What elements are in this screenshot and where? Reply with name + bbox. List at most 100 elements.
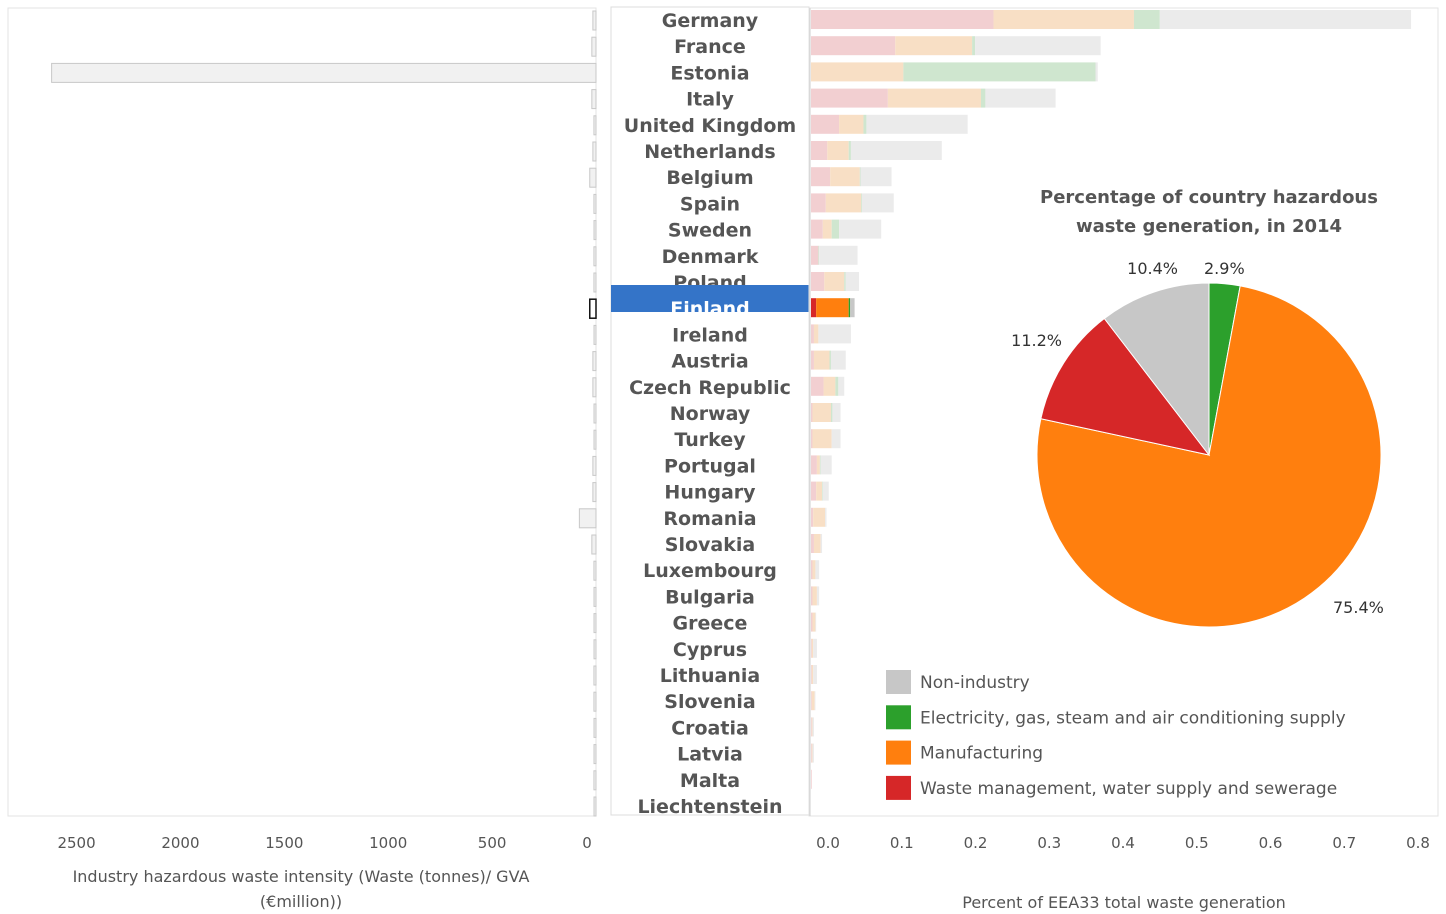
share-bar-segment xyxy=(811,560,813,580)
pie-slice xyxy=(1040,317,1211,456)
share-stacked-bars xyxy=(811,10,1412,789)
pie-chart: Percentage of country hazardous waste ge… xyxy=(1011,187,1384,628)
share-bar-segment xyxy=(812,743,814,763)
share-bar-segment xyxy=(839,219,882,239)
country-label[interactable]: Greece xyxy=(673,613,748,635)
intensity-bar xyxy=(592,10,597,31)
share-bar-segment xyxy=(811,638,812,658)
country-label[interactable]: Germany xyxy=(662,10,759,32)
country-label[interactable]: Liechtenstein xyxy=(637,796,782,818)
country-label[interactable]: Slovenia xyxy=(664,691,755,713)
intensity-bar xyxy=(591,36,597,57)
country-label[interactable]: Slovakia xyxy=(665,534,755,556)
share-bar-segment xyxy=(839,114,864,134)
pie-slice-label: 75.4% xyxy=(1333,598,1384,617)
share-bar-segment xyxy=(811,88,888,108)
intensity-bar xyxy=(593,717,597,738)
intensity-bar xyxy=(592,377,597,398)
intensity-bars xyxy=(51,10,597,817)
share-bar-segment xyxy=(816,586,820,606)
pie-title-line-1: Percentage of country hazardous xyxy=(1040,187,1378,208)
pie-slice-label: 2.9% xyxy=(1204,259,1245,278)
share-bar-segment xyxy=(811,534,814,553)
legend-label: Manufacturing xyxy=(920,744,1043,764)
share-bar-segment xyxy=(811,219,823,239)
country-label[interactable]: Italy xyxy=(686,89,734,111)
share-bar-segment xyxy=(811,376,824,396)
share-bar-segment xyxy=(811,717,812,737)
share-tick-label: 0.7 xyxy=(1332,834,1356,852)
country-label[interactable]: Portugal xyxy=(664,455,756,477)
share-bar-segment xyxy=(813,665,817,684)
share-bar-segment xyxy=(816,455,820,475)
country-label[interactable]: Hungary xyxy=(664,482,756,504)
country-label[interactable]: France xyxy=(674,36,746,58)
country-label[interactable]: Estonia xyxy=(670,62,749,84)
legend-label: Waste management, water supply and sewer… xyxy=(920,779,1337,799)
share-bar-segment xyxy=(972,36,976,56)
share-bar-segment xyxy=(985,88,1056,108)
share-bar-segment xyxy=(820,534,823,553)
share-bar-segment xyxy=(993,10,1134,29)
country-label[interactable]: Denmark xyxy=(662,246,759,268)
intensity-bar xyxy=(592,141,597,162)
share-bar-segment xyxy=(814,691,816,711)
country-label[interactable]: Latvia xyxy=(677,744,743,766)
country-label[interactable]: Turkey xyxy=(674,429,746,451)
share-bar-segment xyxy=(830,167,860,187)
share-bar-segment xyxy=(818,324,851,344)
share-bar-segment xyxy=(812,403,831,422)
share-bar-segment xyxy=(850,141,942,160)
share-bar-segment xyxy=(811,350,814,370)
country-label[interactable]: Bulgaria xyxy=(665,586,755,608)
intensity-tick-label: 1000 xyxy=(369,834,407,852)
country-label[interactable]: Lithuania xyxy=(660,665,760,687)
share-bar-segment xyxy=(813,350,830,370)
intensity-bar xyxy=(589,167,597,188)
share-tick-label: 0.4 xyxy=(1111,834,1135,852)
intensity-bar xyxy=(578,508,597,529)
share-bar-segment xyxy=(811,455,817,475)
pie-slices xyxy=(1036,282,1382,628)
country-label[interactable]: Ireland xyxy=(672,324,748,346)
country-label[interactable]: Romania xyxy=(663,508,756,530)
intensity-bar xyxy=(592,482,597,503)
share-bar-segment xyxy=(831,429,841,449)
intensity-bar xyxy=(593,613,597,634)
share-bar-segment xyxy=(816,481,823,501)
country-list-frame xyxy=(610,6,810,816)
legend-label: Non-industry xyxy=(920,673,1030,693)
share-bar-segment xyxy=(815,560,820,580)
share-bar-segment xyxy=(815,612,817,632)
share-bar-segment xyxy=(811,612,813,632)
share-bar-segment xyxy=(838,376,845,396)
country-label[interactable]: Cyprus xyxy=(673,639,747,661)
country-label[interactable]: United Kingdom xyxy=(624,115,796,137)
share-bar-segment xyxy=(848,141,851,160)
country-label[interactable]: Netherlands xyxy=(644,141,775,163)
legend-label: Electricity, gas, steam and air conditio… xyxy=(920,708,1346,728)
country-label[interactable]: Norway xyxy=(670,403,751,425)
intensity-bar xyxy=(592,351,597,372)
share-bar-segment xyxy=(811,167,831,187)
country-label[interactable]: Spain xyxy=(680,193,740,215)
share-bar-segment xyxy=(811,403,813,422)
country-label[interactable]: Malta xyxy=(680,770,740,792)
country-label[interactable]: Czech Republic xyxy=(629,377,791,399)
country-label[interactable]: Finland xyxy=(670,298,749,320)
share-bar-segment xyxy=(848,298,851,318)
country-label[interactable]: Sweden xyxy=(668,220,752,242)
share-tick-label: 0.6 xyxy=(1259,834,1283,852)
country-label[interactable]: Croatia xyxy=(671,717,749,739)
share-bar-segment xyxy=(827,141,849,160)
share-bar-segment xyxy=(811,665,814,684)
pie-slice-label: 10.4% xyxy=(1127,259,1178,278)
share-bar-segment xyxy=(811,62,904,82)
share-bar-segment xyxy=(845,272,860,291)
country-label[interactable]: Belgium xyxy=(666,167,753,189)
left-plot-frame xyxy=(7,7,597,817)
country-label[interactable]: Austria xyxy=(671,351,748,373)
intensity-bar xyxy=(593,665,597,686)
intensity-bar xyxy=(593,115,597,136)
country-label[interactable]: Luxembourg xyxy=(643,560,777,582)
